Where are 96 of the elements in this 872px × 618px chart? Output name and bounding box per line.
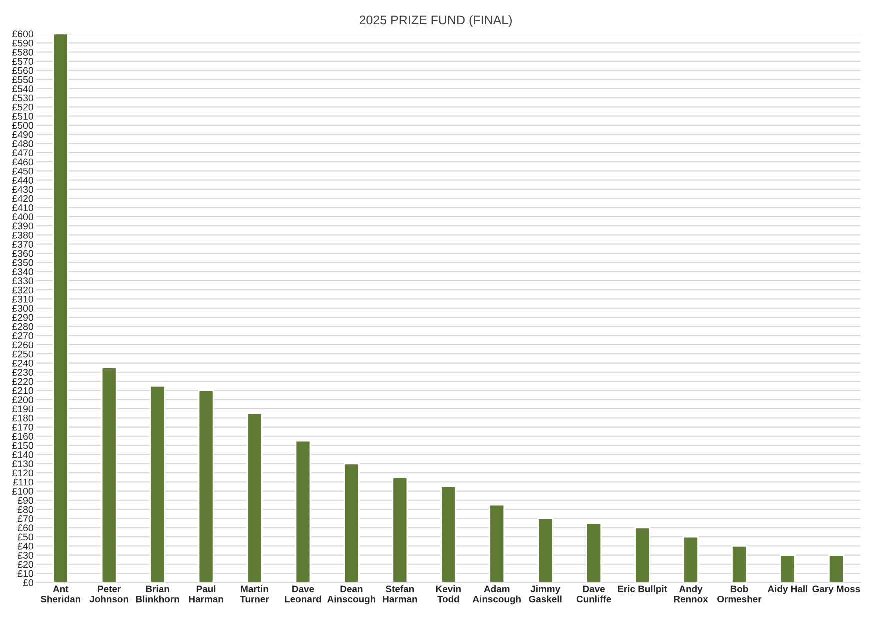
bar (101, 367, 118, 583)
y-tick-label: £500 (12, 122, 34, 130)
bar (828, 554, 844, 583)
bar (392, 476, 408, 583)
y-tick-label: £240 (12, 360, 34, 367)
y-tick-label: £520 (12, 104, 34, 111)
y-tick-label: £280 (12, 323, 34, 330)
y-tick-label: £160 (12, 433, 34, 440)
y-tick-label: £470 (12, 150, 34, 157)
y-tick-label: £540 (12, 86, 34, 92)
y-tick-label: £550 (12, 76, 34, 84)
bar (538, 518, 554, 583)
chart-title: 2025 PRIZE FUND (FINAL) (360, 15, 512, 28)
y-tick-label: £410 (12, 204, 34, 212)
y-tick-label: £360 (12, 250, 34, 258)
bar (52, 34, 69, 583)
y-tick-label: £320 (12, 286, 34, 294)
y-tick-label: £270 (12, 332, 34, 340)
bar (634, 527, 650, 583)
y-tick-label: £140 (12, 451, 34, 458)
x-tick-label: Dean Ainscough (328, 586, 376, 605)
y-tick-label: £290 (12, 314, 34, 322)
bar (295, 440, 312, 583)
y-tick-label: £230 (12, 369, 34, 376)
bar (586, 522, 602, 583)
bar (440, 486, 457, 583)
x-tick-label: Stefan Harman (383, 586, 418, 603)
bar (780, 554, 796, 583)
x-tick-label: Andy Rennox (674, 586, 708, 603)
y-tick-label: £80 (18, 506, 34, 514)
y-tick-label: £60 (18, 524, 34, 532)
x-tick-label: Paul Harman (189, 586, 224, 603)
y-tick-label: £420 (12, 195, 34, 202)
bar (246, 412, 263, 583)
y-tick-label: £50 (18, 534, 34, 541)
x-tick-label: Adam Ainscough (472, 586, 521, 605)
y-tick-label: £170 (12, 424, 34, 431)
y-tick-label: £0 (23, 580, 34, 586)
y-tick-label: £450 (12, 168, 34, 175)
y-tick-label: £440 (12, 177, 34, 184)
y-tick-label: £70 (18, 515, 34, 522)
y-tick-label: £390 (12, 222, 34, 230)
y-tick-label: £210 (12, 387, 34, 394)
y-tick-label: £260 (12, 342, 34, 349)
y-tick-label: £370 (12, 241, 34, 248)
y-tick-label: £590 (12, 40, 34, 47)
y-tick-label: £40 (18, 542, 34, 550)
bar (150, 385, 166, 583)
y-tick-label: £330 (12, 278, 34, 285)
y-tick-label: £110 (13, 478, 34, 486)
x-tick-label: Brian Blinkhorn (136, 586, 180, 603)
y-tick-label: £30 (18, 552, 34, 559)
x-tick-label: Martin Turner (240, 586, 270, 603)
y-tick-label: £190 (12, 406, 34, 413)
y-tick-label: £570 (12, 58, 34, 66)
x-tick-label: Kevin Todd (436, 586, 461, 603)
y-tick-label: £490 (12, 131, 34, 138)
x-tick-label: Dave Cunliffe (576, 586, 612, 603)
x-tick-label: Peter Johnson (90, 586, 128, 603)
y-tick-label: £600 (12, 30, 34, 38)
y-tick-label: £20 (18, 561, 34, 568)
bar (344, 463, 360, 583)
x-tick-label: Bob Ormesher (718, 586, 762, 603)
y-tick-label: £200 (12, 396, 34, 404)
y-tick-label: £350 (12, 259, 34, 266)
x-tick-label: Ant Sheridan (40, 586, 80, 603)
bar (732, 545, 748, 583)
x-tick-label: Eric Bullpit (618, 586, 668, 594)
y-tick-label: £220 (12, 378, 34, 386)
y-tick-label: £10 (18, 570, 34, 578)
y-tick-label: £530 (12, 94, 34, 102)
y-tick-label: £90 (18, 497, 34, 504)
y-tick-label: £480 (12, 140, 34, 148)
y-tick-label: £340 (12, 268, 34, 276)
y-tick-label: £510 (12, 113, 34, 120)
y-tick-label: £560 (12, 67, 34, 74)
y-tick-label: £430 (12, 186, 34, 194)
y-tick-label: £180 (12, 414, 34, 422)
y-tick-label: £400 (12, 214, 34, 221)
y-tick-label: £580 (12, 49, 34, 56)
y-tick-label: £460 (12, 158, 34, 166)
x-tick-label: Jimmy Gaskell (529, 586, 562, 603)
x-tick-label: Gary Moss (812, 586, 860, 594)
bar (489, 504, 506, 583)
y-tick-label: £380 (12, 232, 34, 239)
y-tick-label: £310 (12, 296, 34, 303)
x-tick-label: Dave Leonard (285, 586, 322, 603)
bar (198, 390, 214, 583)
y-tick-label: £250 (12, 350, 34, 358)
y-tick-label: £120 (12, 470, 34, 477)
y-tick-label: £100 (12, 488, 34, 495)
y-tick-label: £150 (12, 442, 34, 450)
y-tick-label: £300 (12, 305, 34, 312)
bar (683, 536, 699, 583)
y-tick-label: £130 (12, 460, 34, 468)
x-tick-label: Aidy Hall (768, 586, 808, 594)
